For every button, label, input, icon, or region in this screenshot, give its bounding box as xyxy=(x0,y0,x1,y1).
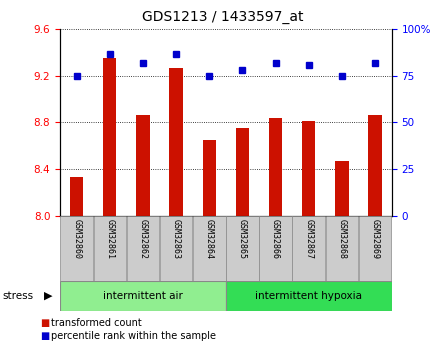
Text: GSM32865: GSM32865 xyxy=(238,219,247,259)
Text: ▶: ▶ xyxy=(44,291,53,301)
Bar xyxy=(226,281,392,310)
Bar xyxy=(302,121,316,216)
Bar xyxy=(60,281,226,310)
Text: GSM32869: GSM32869 xyxy=(371,219,380,259)
Bar xyxy=(259,216,292,281)
Text: ■: ■ xyxy=(40,332,49,341)
Text: GSM32861: GSM32861 xyxy=(105,219,114,259)
Bar xyxy=(160,216,192,281)
Bar xyxy=(359,216,391,281)
Text: ■: ■ xyxy=(40,318,49,327)
Text: GSM32863: GSM32863 xyxy=(172,219,181,259)
Text: transformed count: transformed count xyxy=(51,318,142,327)
Text: GDS1213 / 1433597_at: GDS1213 / 1433597_at xyxy=(142,10,303,24)
Bar xyxy=(136,116,150,216)
Bar xyxy=(292,216,325,281)
Bar xyxy=(202,140,216,216)
Bar xyxy=(70,177,83,216)
Text: intermittent air: intermittent air xyxy=(103,291,183,301)
Bar xyxy=(61,216,93,281)
Text: stress: stress xyxy=(2,291,33,301)
Text: intermittent hypoxia: intermittent hypoxia xyxy=(255,291,362,301)
Bar xyxy=(226,216,259,281)
Bar xyxy=(269,118,282,216)
Text: percentile rank within the sample: percentile rank within the sample xyxy=(51,332,216,341)
Bar xyxy=(236,128,249,216)
Bar xyxy=(170,68,183,216)
Text: GSM32860: GSM32860 xyxy=(72,219,81,259)
Bar xyxy=(193,216,226,281)
Bar xyxy=(368,116,382,216)
Bar xyxy=(103,58,117,216)
Text: GSM32864: GSM32864 xyxy=(205,219,214,259)
Bar xyxy=(335,161,348,216)
Bar xyxy=(127,216,159,281)
Bar xyxy=(93,216,126,281)
Text: GSM32862: GSM32862 xyxy=(138,219,147,259)
Text: GSM32866: GSM32866 xyxy=(271,219,280,259)
Bar xyxy=(326,216,358,281)
Text: GSM32867: GSM32867 xyxy=(304,219,313,259)
Text: GSM32868: GSM32868 xyxy=(337,219,346,259)
